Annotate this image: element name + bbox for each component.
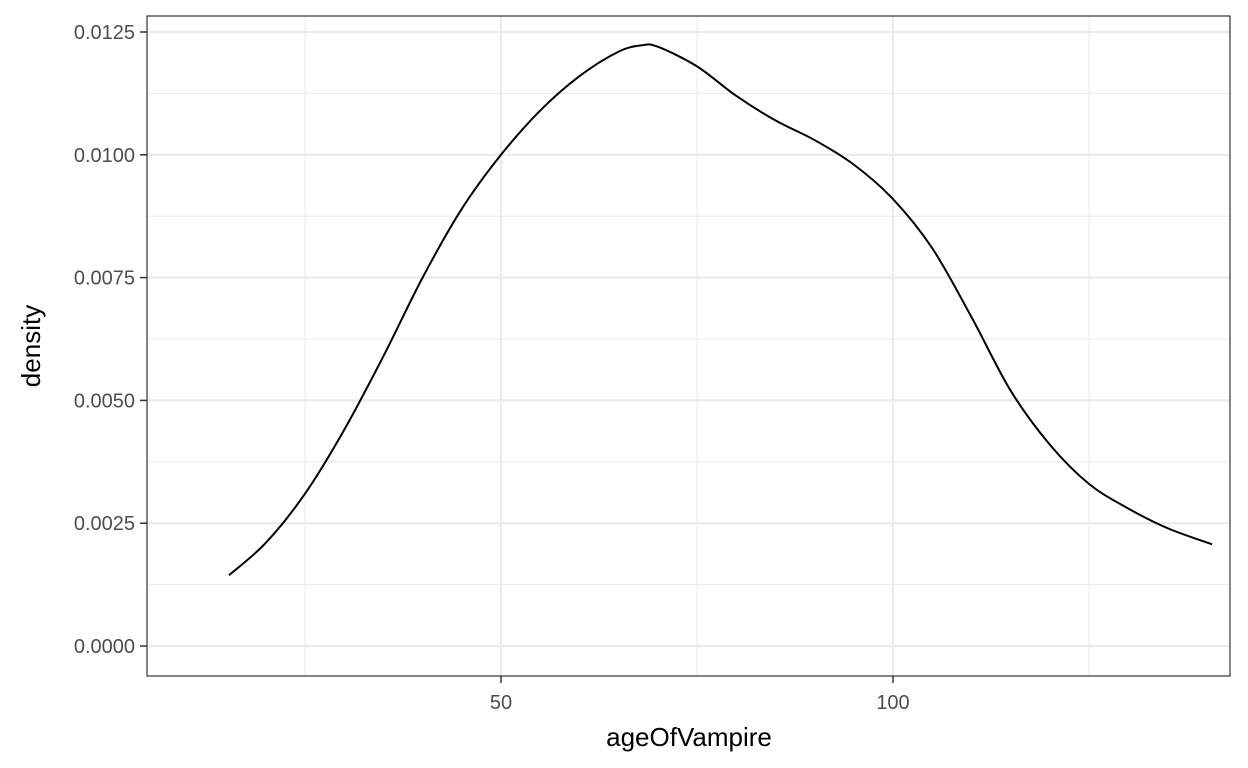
x-tick-label: 100 xyxy=(876,692,909,714)
y-tick-label: 0.0000 xyxy=(74,636,135,658)
y-tick-label: 0.0125 xyxy=(74,22,135,44)
x-tick-label: 50 xyxy=(490,692,512,714)
y-tick-label: 0.0075 xyxy=(74,268,135,290)
axis-ticks: 0.0000 0.0025 0.0050 0.0075 0.0100 0.0125 50 10… xyxy=(74,22,910,714)
density-line xyxy=(228,43,1213,577)
x-axis-title: ageOfVampire xyxy=(606,722,772,752)
y-tick-label: 0.0025 xyxy=(74,513,135,535)
density-curve-group xyxy=(228,43,1213,577)
y-tick-label: 0.0100 xyxy=(74,145,135,167)
grid-lines xyxy=(147,16,1230,676)
panel-border xyxy=(146,15,1231,677)
y-tick-label: 0.0050 xyxy=(74,390,135,412)
y-axis-title: density xyxy=(16,305,46,387)
